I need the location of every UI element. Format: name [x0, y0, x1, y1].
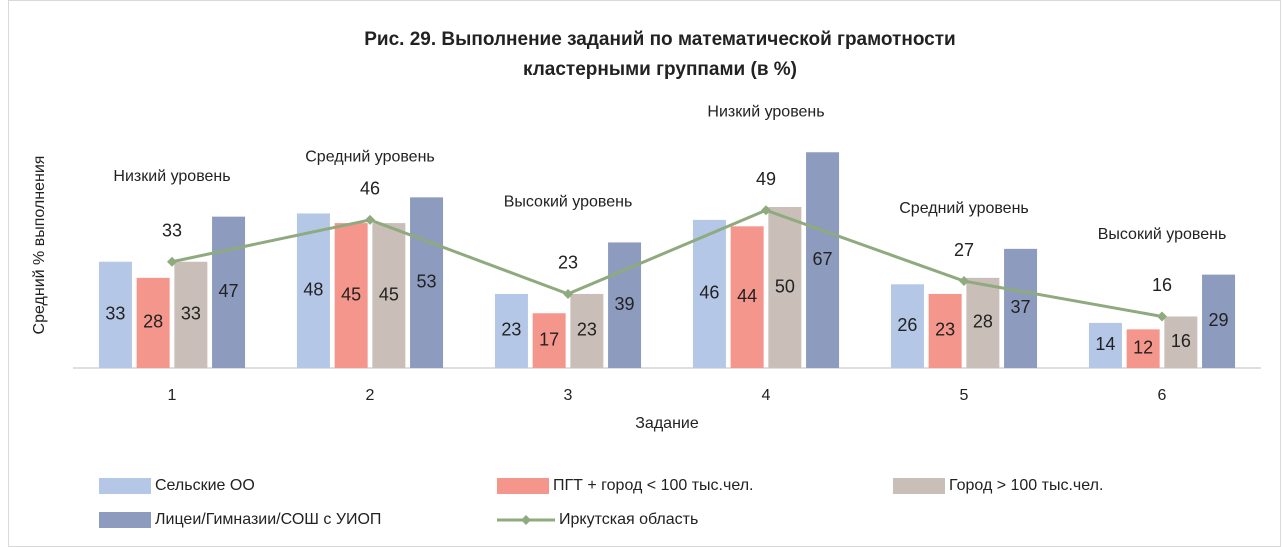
bar-value-label: 50 [775, 276, 795, 296]
level-annotation: Низкий уровень [113, 168, 230, 185]
bar-value-label: 28 [143, 312, 163, 332]
bar-value-label: 23 [935, 320, 955, 340]
bar [1088, 322, 1122, 368]
bar [608, 242, 642, 368]
legend-label: Город > 100 тыс.чел. [949, 477, 1103, 494]
legend-swatch [497, 478, 549, 494]
bar-value-label: 16 [1171, 331, 1191, 351]
bar [730, 226, 764, 368]
legend-swatch [893, 478, 945, 494]
chart-title: кластерными группами (в %) [523, 59, 797, 80]
bar-value-label: 17 [539, 329, 559, 349]
legend-label: Лицеи/Гимназии/СОШ с УИОП [155, 511, 381, 528]
bar-value-label: 39 [615, 294, 635, 314]
y-axis-title: Средний % выполнения [31, 156, 48, 335]
bar [806, 152, 840, 368]
bar-value-label: 23 [501, 320, 521, 340]
line-marker [959, 276, 969, 287]
bar [334, 223, 368, 368]
bar [296, 213, 330, 368]
x-tick-label: 5 [960, 387, 969, 404]
bar [532, 313, 566, 368]
line-value-label: 33 [162, 220, 182, 240]
bar [494, 293, 528, 368]
bar-value-label: 33 [105, 304, 125, 324]
bar-value-label: 47 [219, 281, 239, 301]
bar [372, 223, 406, 368]
bar-value-label: 33 [181, 304, 201, 324]
bar-value-label: 44 [737, 286, 757, 306]
bar [410, 197, 444, 368]
bar-value-label: 14 [1095, 334, 1115, 354]
bar [768, 207, 802, 368]
bar-value-label: 28 [973, 312, 993, 332]
bar-value-label: 46 [699, 283, 719, 303]
chart-title: Рис. 29. Выполнение заданий по математич… [364, 29, 956, 50]
x-tick-label: 2 [366, 387, 375, 404]
bar [570, 293, 604, 368]
line-value-label: 46 [360, 179, 380, 199]
bar-value-label: 26 [897, 315, 917, 335]
level-annotation: Высокий уровень [1098, 226, 1227, 243]
line-marker [761, 205, 771, 216]
level-annotation: Низкий уровень [707, 103, 824, 120]
x-tick-label: 3 [564, 387, 573, 404]
x-tick-label: 4 [762, 387, 771, 404]
bar [136, 277, 170, 368]
bar-value-label: 48 [303, 279, 323, 299]
bar [928, 293, 962, 368]
bar-value-label: 29 [1209, 310, 1229, 330]
bar [1004, 248, 1038, 368]
bar-value-label: 53 [417, 271, 437, 291]
line-value-label: 16 [1152, 275, 1172, 295]
bar-value-label: 45 [341, 284, 361, 304]
bar [890, 284, 924, 368]
bar [212, 216, 246, 368]
bar [966, 277, 1000, 368]
line-marker [365, 214, 375, 225]
legend-swatch [99, 512, 151, 528]
level-annotation: Высокий уровень [504, 194, 633, 211]
line-marker [1157, 311, 1167, 322]
bar-value-label: 45 [379, 284, 399, 304]
bar-value-label: 12 [1133, 337, 1153, 357]
bar-value-label: 23 [577, 320, 597, 340]
level-annotation: Средний уровень [899, 200, 1029, 217]
bar-value-label: 37 [1011, 297, 1031, 317]
line [171, 208, 1163, 318]
legend-label: Иркутская область [559, 511, 698, 528]
bar-value-label: 67 [813, 249, 833, 269]
x-tick-label: 1 [168, 387, 177, 404]
x-tick-label: 6 [1158, 387, 1167, 404]
line-marker [167, 256, 177, 267]
legend-label: Сельские ОО [155, 477, 255, 494]
bar [98, 261, 132, 368]
bar [1164, 316, 1198, 368]
line-marker [563, 288, 573, 299]
level-annotation: Средний уровень [305, 149, 435, 166]
line-value-label: 49 [756, 169, 776, 189]
x-axis-title: Задание [635, 415, 699, 432]
bar [692, 219, 726, 368]
legend-marker [521, 515, 531, 525]
line-value-label: 23 [558, 253, 578, 273]
line-value-label: 27 [954, 240, 974, 260]
bar [1126, 329, 1160, 368]
bar [174, 261, 208, 368]
legend-label: ПГТ + город < 100 тыс.чел. [553, 477, 753, 494]
legend-swatch [99, 478, 151, 494]
bar [1202, 274, 1236, 368]
